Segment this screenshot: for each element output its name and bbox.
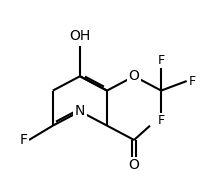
Text: F: F (158, 114, 165, 127)
Text: N: N (75, 104, 85, 118)
Text: O: O (129, 158, 140, 172)
Text: F: F (188, 75, 195, 88)
Text: O: O (129, 69, 140, 83)
Text: F: F (19, 133, 27, 147)
Text: F: F (158, 54, 165, 67)
Text: OH: OH (69, 29, 91, 43)
